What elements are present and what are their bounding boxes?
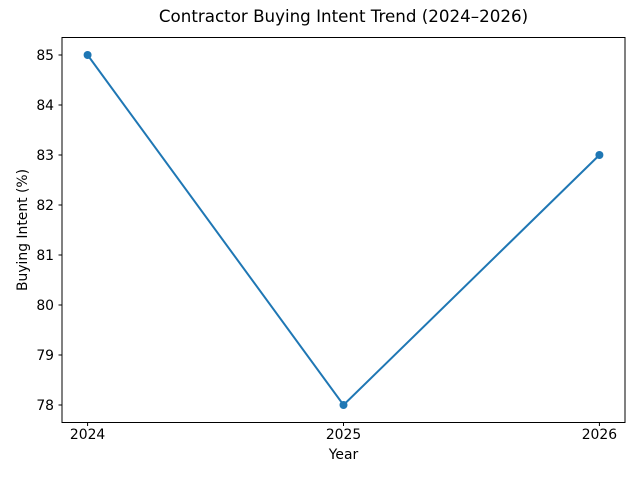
- y-tick-label: 83: [36, 148, 54, 164]
- y-tick-label: 81: [36, 248, 54, 264]
- x-tick-label: 2026: [582, 427, 617, 443]
- y-tick-label: 84: [36, 98, 54, 114]
- y-tick-label: 79: [36, 348, 54, 364]
- y-tick-label: 85: [36, 48, 54, 64]
- chart-title: Contractor Buying Intent Trend (2024–202…: [159, 6, 528, 26]
- x-tick-label: 2025: [326, 427, 361, 443]
- y-tick-label: 80: [36, 298, 54, 314]
- y-axis-label: Buying Intent (%): [15, 169, 31, 291]
- y-tick-label: 82: [36, 198, 54, 214]
- data-point-marker: [595, 151, 604, 159]
- plot-border: [61, 37, 626, 423]
- x-axis-label: Year: [328, 447, 359, 463]
- data-point-marker: [339, 401, 348, 409]
- trend-line: [86, 54, 601, 407]
- plot-content: 78 79 80 81 82 83 84 85 2024 2025 2026: [36, 48, 617, 443]
- x-tick-label: 2024: [70, 427, 106, 443]
- data-point-marker: [83, 51, 92, 59]
- y-tick-label: 78: [36, 398, 54, 414]
